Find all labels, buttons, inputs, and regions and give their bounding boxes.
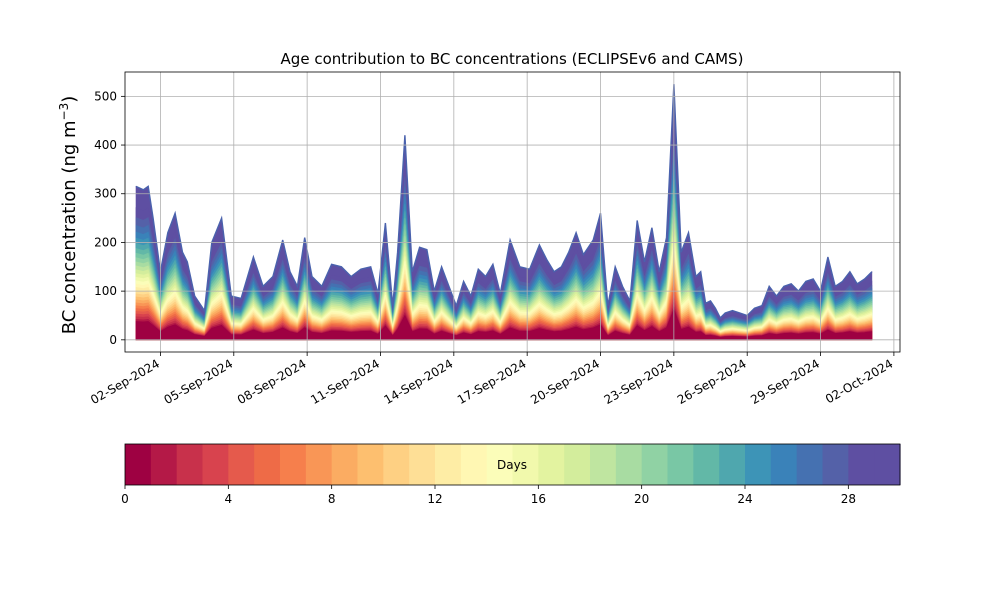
axes-frame xyxy=(124,71,901,353)
colorbar-segment xyxy=(357,444,384,485)
colorbar-tick-label: 8 xyxy=(328,492,336,506)
colorbar-segment xyxy=(770,444,798,485)
colorbar: 0 4 8 12 16 20 24 28 xyxy=(121,443,901,506)
x-tick-label: 02-Oct-2024 xyxy=(823,356,895,406)
colorbar-segment xyxy=(409,444,436,485)
colorbar-tick-label: 24 xyxy=(737,492,752,506)
colorbar-segment xyxy=(667,444,694,485)
plot-area xyxy=(135,84,873,341)
age-band-area-0 xyxy=(135,308,873,341)
x-tick-label: 26-Sep-2024 xyxy=(675,356,749,407)
x-tick-label: 17-Sep-2024 xyxy=(455,356,529,407)
colorbar-segment xyxy=(615,444,643,485)
y-tick-label: 400 xyxy=(94,138,117,152)
y-axis-label-superscript: −3 xyxy=(57,103,71,121)
grid-lines xyxy=(125,72,900,352)
colorbar-segment xyxy=(228,444,255,485)
colorbar-segment xyxy=(305,444,333,485)
colorbar-tick-label: 16 xyxy=(531,492,546,506)
y-tick-label: 300 xyxy=(94,187,117,201)
y-tick-label: 0 xyxy=(109,333,117,347)
y-axis-label-close: ) xyxy=(59,96,80,103)
colorbar-segment xyxy=(590,444,617,485)
x-tick-label: 20-Sep-2024 xyxy=(528,356,602,407)
axes: 0 100 200 300 400 500 02-Sep-2024 05-Sep-2024 08… xyxy=(88,71,901,407)
x-tick-label: 23-Sep-2024 xyxy=(602,356,676,407)
colorbar-segment xyxy=(486,444,514,485)
x-tick-label: 02-Sep-2024 xyxy=(88,356,162,407)
colorbar-segment xyxy=(435,444,462,485)
colorbar-segment xyxy=(512,444,539,485)
colorbar-segment xyxy=(150,444,178,485)
colorbar-segment xyxy=(641,444,669,485)
colorbar-tick-label: 4 xyxy=(225,492,233,506)
colorbar-segment xyxy=(331,444,359,485)
colorbar-segment xyxy=(460,444,488,485)
colorbar-tick-label: 0 xyxy=(121,492,129,506)
colorbar-segment xyxy=(383,444,410,485)
colorbar-segment xyxy=(719,444,746,485)
colorbar-segment xyxy=(564,444,591,485)
y-axis-label-main: BC concentration (ng m xyxy=(59,120,80,334)
colorbar-frame xyxy=(124,443,901,486)
x-tick-label: 08-Sep-2024 xyxy=(235,356,309,407)
y-tick-label: 500 xyxy=(94,89,117,103)
colorbar-tick-label: 28 xyxy=(841,492,856,506)
colorbar-segment xyxy=(538,444,565,485)
colorbar-tick-label: 12 xyxy=(427,492,442,506)
colorbar-segment xyxy=(176,444,204,485)
colorbar-label: Days xyxy=(497,458,527,472)
x-tick-label: 29-Sep-2024 xyxy=(748,356,822,407)
colorbar-segment xyxy=(848,444,875,485)
colorbar-segment xyxy=(202,444,229,485)
colorbar-segment xyxy=(280,444,307,485)
colorbar-segment xyxy=(874,444,901,485)
x-tick-label: 05-Sep-2024 xyxy=(162,356,236,407)
y-tick-label: 100 xyxy=(94,284,117,298)
y-tick-label: 200 xyxy=(94,235,117,249)
colorbar-segment xyxy=(796,444,824,485)
colorbar-segment xyxy=(693,444,720,485)
total-outline xyxy=(135,84,873,320)
colorbar-segment xyxy=(822,444,849,485)
y-axis-label: BC concentration (ng m−3) xyxy=(57,96,80,335)
colorbar-tick-label: 20 xyxy=(634,492,649,506)
colorbar-segment xyxy=(745,444,772,485)
chart-title: Age contribution to BC concentrations (E… xyxy=(281,50,744,68)
x-tick-label: 14-Sep-2024 xyxy=(382,356,456,407)
colorbar-segment xyxy=(254,444,281,485)
colorbar-segment xyxy=(125,444,152,485)
x-tick-label: 11-Sep-2024 xyxy=(308,356,382,407)
